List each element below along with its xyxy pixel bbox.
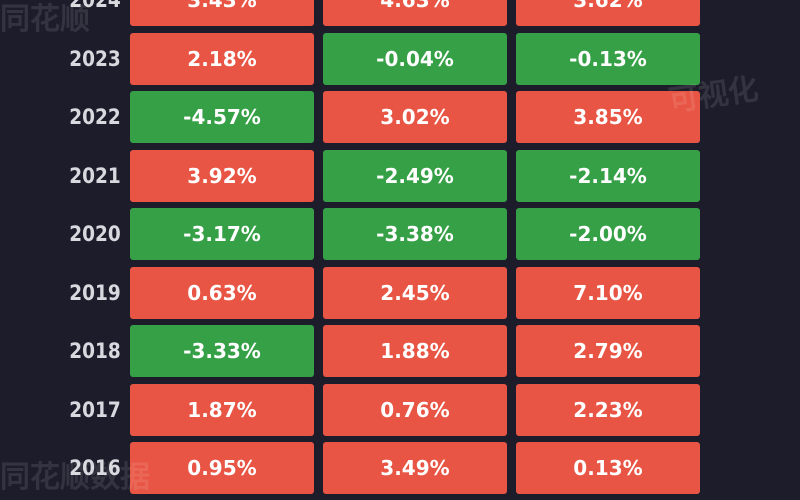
year-label: 2023 — [69, 46, 121, 71]
value-cell: 2.18% — [130, 32, 314, 85]
value-cell: 2.23% — [516, 383, 700, 436]
value-cell: -4.57% — [130, 91, 314, 143]
year-label: 2018 — [69, 339, 121, 363]
value-cell: -2.00% — [516, 208, 700, 260]
value-cell: -3.38% — [323, 208, 507, 260]
value-cell: -2.14% — [516, 149, 700, 202]
value-cell: 1.87% — [130, 383, 314, 436]
value-cell: 3.62% — [516, 0, 700, 26]
value-cell: 2.79% — [516, 325, 700, 377]
value-cell: 3.02% — [323, 91, 507, 143]
year-label: 2022 — [69, 105, 121, 129]
value-cell: 4.63% — [323, 0, 507, 26]
value-cell: 0.95% — [130, 442, 314, 494]
year-label: 2024 — [69, 0, 121, 12]
value-cell: 3.49% — [323, 442, 507, 494]
value-cell: -0.04% — [323, 32, 507, 85]
value-cell: 0.76% — [323, 383, 507, 436]
value-cell: -2.49% — [323, 149, 507, 202]
value-cell: -0.13% — [516, 32, 700, 85]
year-label: 2021 — [69, 163, 121, 188]
value-cell: 3.43% — [130, 0, 314, 26]
value-cell: 0.13% — [516, 442, 700, 494]
value-cell: 7.10% — [516, 266, 700, 319]
year-label: 2017 — [69, 397, 121, 422]
value-cell: 1.88% — [323, 325, 507, 377]
value-cell: -3.33% — [130, 325, 314, 377]
value-cell: 0.63% — [130, 266, 314, 319]
year-label: 2019 — [69, 280, 121, 305]
value-cell: -3.17% — [130, 208, 314, 260]
value-cell: 2.45% — [323, 266, 507, 319]
year-label: 2020 — [69, 222, 121, 246]
value-cell: 3.92% — [130, 149, 314, 202]
year-label: 2016 — [69, 456, 121, 480]
value-cell: 3.85% — [516, 91, 700, 143]
